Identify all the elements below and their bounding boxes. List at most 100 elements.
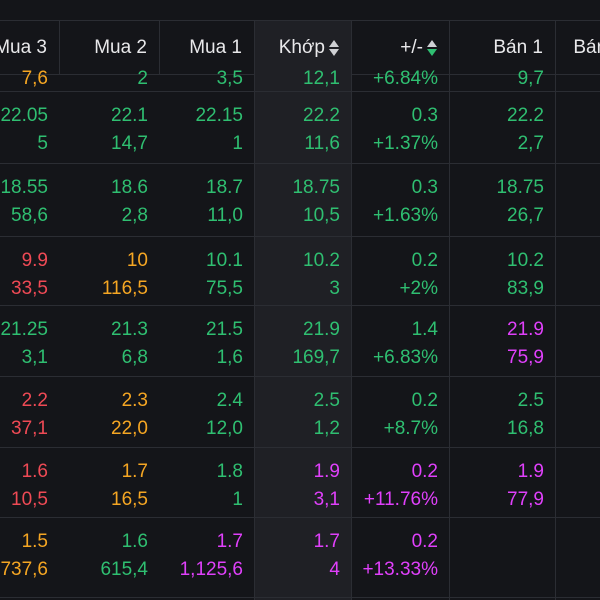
cell-ban1[interactable]: 21.9 75,9 [450,306,556,376]
cell-ban2[interactable] [556,377,600,447]
table-row[interactable]: 22.05 5 22.1 14,7 22.15 1 22.2 11,6 0.3 +1.37% 22.… [0,92,600,164]
cell-ban1[interactable]: 2.5 16,8 [450,377,556,447]
cell-change[interactable]: 0.2 +2% [352,237,450,305]
header-change-label: +/- [400,36,423,58]
cell-volume: 10,5 [11,489,48,510]
cell-price: 7,6 [21,68,48,89]
cell-price: 1.7 [121,461,148,482]
cell-price: 0.3 [411,177,438,198]
cell-price: 22.05 [0,105,48,126]
cell-mua1[interactable]: 2.4 12,0 [160,377,255,447]
cell-mua2[interactable]: 2.3 22,0 [60,377,160,447]
cell-price: 22.2 [303,105,340,126]
sort-icon[interactable] [427,39,437,57]
table-row[interactable]: 2.2 37,1 2.3 22,0 2.4 12,0 2.5 1,2 0.2 +8.7% 2.5 16… [0,377,600,448]
cell-ban1[interactable]: 1.9 77,9 [450,448,556,517]
cell-ban1[interactable]: 10.2 83,9 [450,237,556,305]
table-row[interactable]: 9.9 33,5 10 116,5 10.1 75,5 10.2 3 0.2 +2% 10.2 83,… [0,237,600,306]
cell-khop[interactable]: 21.9 169,7 [255,306,352,376]
cell-mua3[interactable]: 1.6 10,5 [0,448,60,517]
cell-volume: 1,2 [313,418,340,439]
table-row[interactable]: 7,6 2 3,5 12,1 +6.84% 9,7 [0,56,600,92]
cell-price: 21.5 [206,319,243,340]
cell-mua3[interactable]: 18.55 58,6 [0,164,60,236]
header-khop[interactable]: Khớp [255,21,352,74]
cell-khop[interactable]: 10.2 3 [255,237,352,305]
cell-change[interactable]: 1.4 +6.83% [352,306,450,376]
cell-change[interactable]: 0.3 +1.37% [352,92,450,163]
cell-ban2[interactable] [556,306,600,376]
cell-mua1[interactable]: 1.7 1,125,6 [160,518,255,597]
table-row[interactable]: 1.6 10,5 1.7 16,5 1.8 1 1.9 3,1 0.2 +11.76% 1.9 77,… [0,448,600,518]
cell-khop[interactable]: 22.2 11,6 [255,92,352,163]
cell-mua2[interactable]: 10 116,5 [60,237,160,305]
cell-mua1[interactable]: 18.7 11,0 [160,164,255,236]
cell-ban1[interactable]: 9,7 [450,56,556,91]
cell-mua1[interactable]: 21.5 1,6 [160,306,255,376]
table-row[interactable]: 18.55 58,6 18.6 2,8 18.7 11,0 18.75 10,5 0.3 +1.6… [0,164,600,237]
cell-change[interactable]: 0.3 +1.63% [352,164,450,236]
cell-mua2[interactable]: 1.6 615,4 [60,518,160,597]
header-mua1: Mua 1 [160,21,255,74]
cell-ban1[interactable]: 22.2 2,7 [450,92,556,163]
cell-ban2[interactable] [556,518,600,597]
cell-price: 1.6 [121,531,148,552]
cell-ban1[interactable] [450,518,556,597]
cell-volume: 12,0 [206,418,243,439]
cell-mua1[interactable]: 22.15 1 [160,92,255,163]
column-divider [555,74,556,600]
cell-price: 21.25 [0,319,48,340]
cell-ban2[interactable] [556,237,600,305]
header-mua1-label: Mua 1 [189,36,242,58]
cell-mua1[interactable]: 1.8 1 [160,448,255,517]
cell-volume: 2,7 [517,133,544,154]
header-change[interactable]: +/- [352,21,450,74]
cell-volume: 1 [232,133,243,154]
cell-mua3[interactable]: 7,6 [0,56,60,91]
cell-mua2[interactable]: 2 [60,56,160,91]
cell-change[interactable]: 0.2 +11.76% [352,448,450,517]
cell-ban1[interactable]: 18.75 26,7 [450,164,556,236]
cell-change[interactable]: 0.2 +8.7% [352,377,450,447]
cell-khop[interactable]: 2.5 1,2 [255,377,352,447]
cell-price: 22.2 [507,105,544,126]
cell-volume: 10,5 [303,205,340,226]
cell-mua3[interactable]: 9.9 33,5 [0,237,60,305]
cell-mua2[interactable]: 18.6 2,8 [60,164,160,236]
cell-volume: +2% [399,278,438,299]
cell-price: 2.5 [517,390,544,411]
cell-ban2[interactable] [556,164,600,236]
cell-volume: 83,9 [507,278,544,299]
cell-price: 10.2 [507,250,544,271]
cell-khop[interactable]: 18.75 10,5 [255,164,352,236]
cell-khop[interactable]: 12,1 [255,56,352,91]
cell-volume: 3,1 [21,347,48,368]
cell-mua1[interactable]: 10.1 75,5 [160,237,255,305]
cell-mua2[interactable]: 1.7 16,5 [60,448,160,517]
cell-volume: 1 [232,489,243,510]
cell-volume: 11,6 [304,133,340,154]
cell-ban2[interactable] [556,56,600,91]
cell-ban2[interactable]: 2 [556,92,600,163]
cell-change[interactable]: +6.84% [352,56,450,91]
cell-mua2[interactable]: 22.1 14,7 [60,92,160,163]
cell-volume: 3 [329,278,340,299]
cell-change[interactable]: 0.2 +13.33% [352,518,450,597]
cell-volume: 2,8 [121,205,148,226]
cell-mua3[interactable]: 1.5 737,6 [0,518,60,597]
cell-price: 9,7 [517,68,544,89]
cell-khop[interactable]: 1.9 3,1 [255,448,352,517]
cell-khop[interactable]: 1.7 4 [255,518,352,597]
sort-icon[interactable] [329,39,339,57]
cell-volume: 11,0 [207,205,243,226]
cell-mua1[interactable]: 3,5 [160,56,255,91]
cell-ban2[interactable] [556,448,600,517]
cell-mua2[interactable]: 21.3 6,8 [60,306,160,376]
cell-volume: 58,6 [11,205,48,226]
cell-mua3[interactable]: 22.05 5 [0,92,60,163]
table-row[interactable]: 1.5 737,6 1.6 615,4 1.7 1,125,6 1.7 4 0.2 +13.33% [0,518,600,598]
cell-mua3[interactable]: 21.25 3,1 [0,306,60,376]
table-row[interactable]: 21.25 3,1 21.3 6,8 21.5 1,6 21.9 169,7 1.4 +6.83%… [0,306,600,377]
cell-price: 18.75 [496,177,544,198]
cell-mua3[interactable]: 2.2 37,1 [0,377,60,447]
